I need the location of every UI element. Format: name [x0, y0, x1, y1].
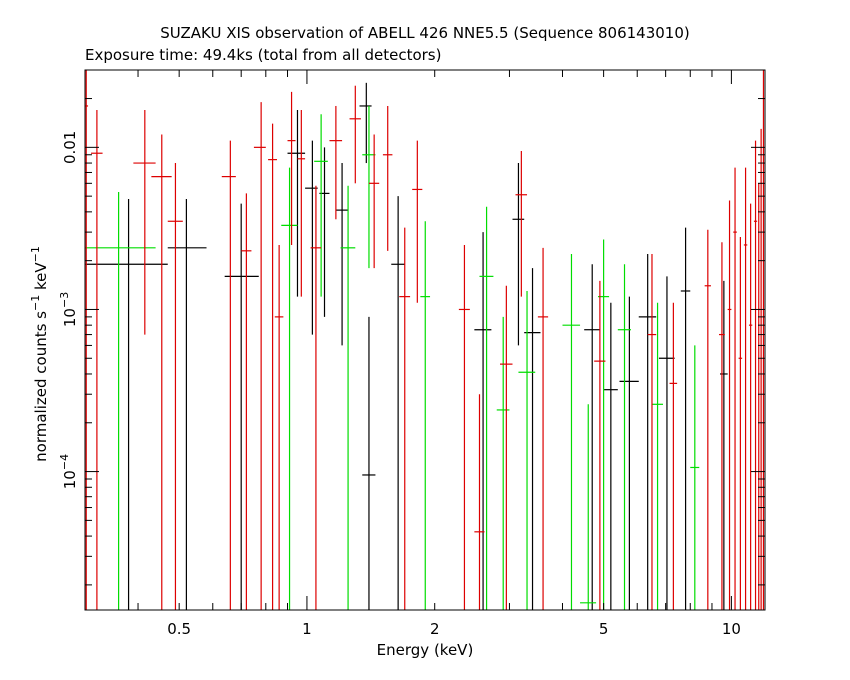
data-point: [647, 253, 657, 610]
data-point: [297, 109, 306, 297]
data-point: [399, 227, 411, 610]
data-point: [287, 91, 296, 245]
data-point: [479, 206, 494, 610]
data-point: [253, 102, 266, 610]
data-point: [91, 109, 103, 610]
data-point: [512, 163, 525, 346]
x-axis-label: Energy (keV): [377, 641, 474, 659]
data-point: [474, 394, 485, 610]
data-point: [268, 123, 277, 610]
data-point: [757, 183, 761, 610]
data-point: [753, 140, 758, 610]
data-point: [738, 236, 743, 610]
data-point: [584, 264, 600, 610]
data-point: [680, 227, 691, 610]
x-tick-label: 1: [302, 620, 312, 638]
data-point: [690, 345, 700, 610]
data-point: [241, 193, 252, 610]
data-point: [743, 167, 748, 610]
data-point: [359, 82, 372, 164]
data-point: [287, 109, 306, 297]
data-point: [603, 302, 618, 610]
data-point: [382, 105, 393, 251]
data-point: [133, 109, 156, 335]
chart-title: SUZAKU XIS observation of ABELL 426 NNE5…: [160, 24, 689, 42]
data-point: [496, 316, 510, 610]
data-point: [499, 285, 513, 610]
data-point: [474, 232, 492, 610]
data-point: [458, 244, 470, 610]
data-point: [719, 280, 728, 610]
data-point: [518, 290, 536, 610]
data-point: [760, 128, 763, 610]
data-point: [537, 247, 549, 610]
y-tick-label: 0.01: [61, 131, 79, 164]
series-1: [85, 105, 700, 610]
data-point: [329, 105, 343, 220]
y-axis-label-base: normalized counts s: [32, 311, 50, 462]
chart-subtitle: Exposure time: 49.4ks (total from all de…: [85, 46, 441, 64]
data-point: [727, 200, 732, 610]
x-tick-label: 10: [722, 620, 741, 638]
data-point: [733, 167, 737, 610]
y-axis-label-exp2: −1: [29, 246, 42, 262]
x-tick-label: 2: [430, 620, 440, 638]
y-tick-label: 10−3: [58, 292, 79, 327]
data-point: [314, 114, 328, 297]
data-point: [580, 404, 597, 610]
data-point: [368, 134, 380, 269]
y-axis-label: normalized counts s−1 keV−1: [29, 246, 50, 462]
y-axis-label-exp1: −1: [29, 295, 42, 311]
y-tick-label-base: 10: [61, 470, 79, 489]
x-tick-label: 5: [599, 620, 609, 638]
y-tick-label-base: 10: [61, 308, 79, 327]
data-point: [167, 163, 183, 610]
y-tick-label-base: 0.01: [61, 131, 79, 164]
data-point: [391, 196, 405, 610]
data-point: [412, 140, 423, 303]
data-point: [619, 296, 639, 610]
y-tick-label-exp: −4: [58, 454, 71, 470]
data-point: [638, 253, 657, 610]
data-point: [349, 85, 361, 184]
data-point: [658, 276, 675, 610]
data-point: [335, 163, 349, 346]
y-tick-label-exp: −3: [58, 292, 71, 308]
data-point: [151, 134, 172, 610]
y-tick-label: 10−4: [58, 454, 79, 489]
data-point: [85, 199, 168, 610]
data-point: [617, 264, 631, 610]
data-point: [274, 244, 284, 610]
data-point: [562, 253, 581, 610]
data-point: [362, 316, 376, 610]
data-point: [167, 199, 207, 610]
data-point: [420, 221, 431, 610]
y-axis-label-mid: keV: [32, 262, 50, 295]
data-point: [651, 302, 663, 610]
data-point: [515, 150, 528, 297]
data-point: [362, 105, 376, 269]
x-tick-label: 0.5: [167, 620, 191, 638]
data-point: [340, 185, 356, 610]
data-point: [669, 302, 678, 610]
series-2: [85, 70, 765, 610]
data-point: [704, 229, 711, 610]
plot-frame: [84, 69, 766, 611]
data-point: [310, 185, 322, 610]
data-point: [719, 242, 725, 610]
data-point: [281, 167, 298, 610]
series-0: [85, 82, 728, 610]
data-point: [221, 140, 236, 610]
data-point: [748, 203, 753, 610]
data-point: [762, 70, 765, 610]
data-point: [594, 280, 606, 610]
plot-area: [85, 70, 765, 610]
